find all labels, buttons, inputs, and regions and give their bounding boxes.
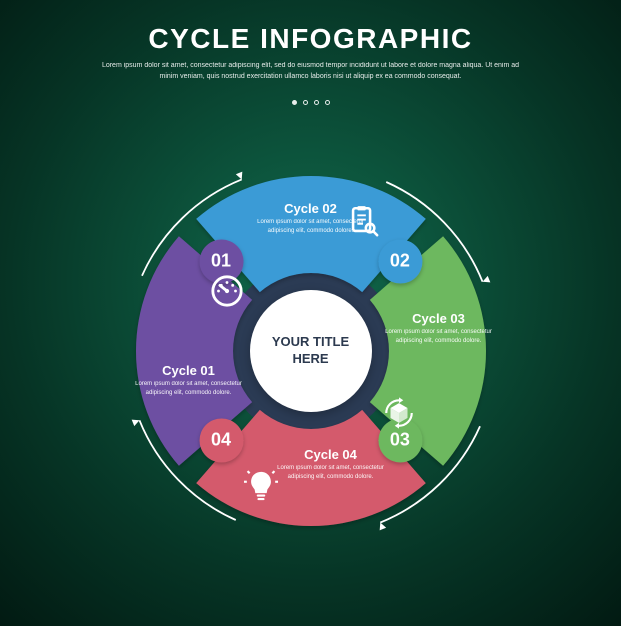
- clipboard-search-icon: [346, 204, 380, 238]
- segment-title: Cycle 01: [133, 363, 245, 378]
- segment-label-bottom: Cycle 04 Lorem ipsum dolor sit amet, cons…: [271, 447, 391, 482]
- header: CYCLE INFOGRAPHIC Lorem ipsum dolor sit …: [0, 23, 621, 110]
- center-circle: YOUR TITLE HERE: [250, 290, 372, 412]
- segment-desc: Lorem ipsum dolor sit amet, consectetur …: [271, 464, 391, 482]
- segment-number: 03: [390, 429, 410, 450]
- segment-number: 01: [211, 251, 231, 272]
- segment-number: 02: [390, 251, 410, 272]
- segment-desc: Lorem ipsum dolor sit amet, consectetur …: [133, 380, 245, 398]
- page-dots: [0, 92, 621, 110]
- page-dot: [325, 100, 330, 105]
- cycle-diagram: YOUR TITLE HERE 01 02 03 04 Cycle 01 Lorem ip…: [101, 141, 521, 561]
- page-title: CYCLE INFOGRAPHIC: [0, 23, 621, 55]
- box-cycle-icon: [382, 396, 416, 430]
- page-dot: [303, 100, 308, 105]
- segment-desc: Lorem ipsum dolor sit amet, consectetur …: [379, 328, 499, 346]
- page-dot: [292, 100, 297, 105]
- lightbulb-icon: [244, 469, 278, 503]
- gauge-icon: [210, 274, 244, 308]
- segment-title: Cycle 03: [379, 311, 499, 326]
- segment-number: 04: [211, 429, 231, 450]
- segment-label-right: Cycle 03 Lorem ipsum dolor sit amet, cons…: [379, 311, 499, 346]
- segment-title: Cycle 04: [271, 447, 391, 462]
- page-dot: [314, 100, 319, 105]
- center-text: YOUR TITLE HERE: [266, 334, 356, 368]
- segment-label-left: Cycle 01 Lorem ipsum dolor sit amet, cons…: [133, 363, 245, 398]
- page-subtitle: Lorem ipsum dolor sit amet, consectetur …: [101, 61, 521, 82]
